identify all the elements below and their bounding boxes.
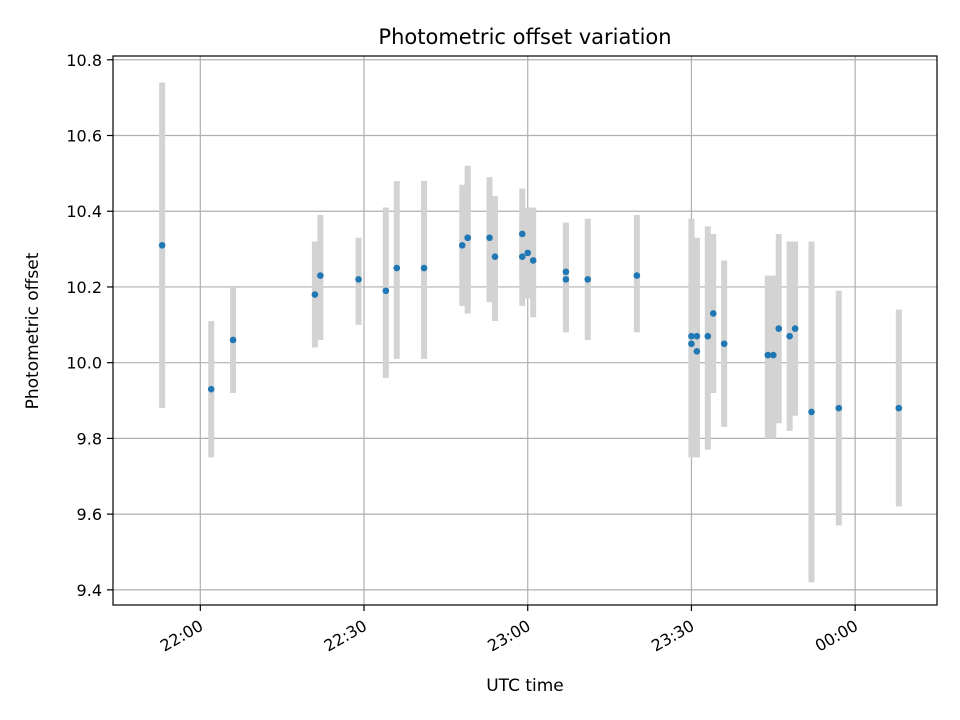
x-axis-label: UTC time [486,676,564,696]
data-point [764,351,772,359]
data-points [158,230,903,416]
data-point [688,340,695,348]
y-tick-label: 10.0 [66,354,102,373]
y-tick-label: 9.4 [77,581,102,600]
y-tick-label: 9.8 [77,429,102,448]
data-point [775,325,783,332]
data-point [311,291,319,298]
plot-area-frame [112,55,938,606]
data-point [633,272,641,279]
data-point [786,332,793,340]
data-point [584,276,592,283]
y-tick-label: 10.4 [66,202,102,221]
data-point [158,242,166,249]
data-point [524,249,532,257]
data-point [704,332,712,340]
data-point [895,404,903,412]
y-tick-label: 9.6 [77,505,102,524]
data-point [458,242,466,249]
data-point [317,272,324,279]
data-point [207,385,215,393]
data-point [562,276,570,283]
data-point [562,268,570,276]
data-point [518,253,526,260]
data-point [420,264,428,272]
grid [113,56,937,605]
chart-title: Photometric offset variation [378,25,671,49]
data-point [464,234,472,242]
data-point [709,310,717,317]
y-axis-label: Photometric offset [23,252,43,409]
data-point [693,348,701,355]
data-point [688,332,695,340]
data-point [720,340,728,348]
y-tick-label: 10.8 [66,51,102,70]
data-point [808,408,815,416]
data-point [382,287,390,295]
data-point [529,257,537,264]
data-point [791,325,799,332]
data-point [769,351,777,359]
y-tick-label: 10.6 [66,127,102,146]
data-point [693,332,701,340]
data-point [518,230,526,238]
data-point [491,253,499,260]
data-point [355,276,362,283]
data-point [393,264,401,272]
data-point [486,234,493,242]
data-point [835,404,843,412]
data-point [229,336,237,344]
y-axis-ticks: 9.4 9.6 9.8 10.0 10.2 10.4 10.6 10.8 [66,51,113,600]
y-tick-label: 10.2 [66,278,102,297]
